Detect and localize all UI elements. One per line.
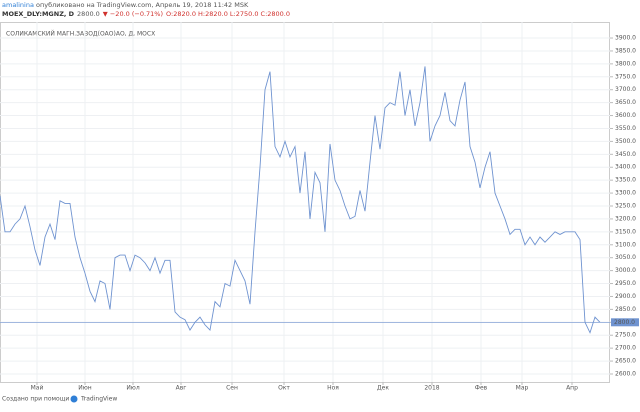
x-tick-label: Мар: [516, 385, 529, 392]
y-tick-label: 3050.0: [615, 254, 636, 261]
price: 2800.0: [77, 10, 100, 18]
footer-text: Создано при помощи: [2, 396, 69, 403]
y-tick-label: 3250.0: [615, 203, 636, 210]
y-tick-label: 3700.0: [615, 86, 636, 93]
x-tick-label: Окт: [278, 385, 290, 392]
y-tick-label: 3500.0: [615, 138, 636, 145]
brand-logo: [70, 395, 78, 403]
y-tick-label: 3400.0: [615, 164, 636, 171]
y-tick-label: 3750.0: [615, 73, 636, 80]
y-tick-label: 2700.0: [615, 345, 636, 352]
y-tick-label: 3350.0: [615, 177, 636, 184]
y-tick-label: 3200.0: [615, 215, 636, 222]
published: опубликовано на TradingView.com, Апрель …: [34, 1, 249, 9]
y-tick-label: 3150.0: [615, 228, 636, 235]
y-tick-label: 3450.0: [615, 151, 636, 158]
author[interactable]: amalinina: [2, 1, 34, 9]
footer-brand[interactable]: TradingView: [80, 396, 117, 403]
y-tick-label: 2600.0: [615, 370, 636, 377]
y-tick-label: 3900.0: [615, 35, 636, 42]
y-tick-label: 3300.0: [615, 190, 636, 197]
x-tick-label: Апр: [566, 385, 578, 392]
x-tick-label: Авг: [176, 385, 187, 392]
chart-title: СОЛИКАМСКИЙ МАГН.ЗАВОД(ОАО)АО, Д, МОСХ: [6, 31, 155, 38]
y-tick-label: 2650.0: [615, 358, 636, 365]
header-line: amalinina опубликовано на TradingView.co…: [2, 1, 249, 9]
y-tick-label: 3850.0: [615, 47, 636, 54]
x-tick-label: 2018: [424, 385, 439, 392]
symbol-line: MOEX_DLY:MGNZ, D 2800.0 ▼ −20.0 (−0.71%) O:…: [2, 10, 290, 18]
y-tick-label: 3000.0: [615, 267, 636, 274]
ohlc: O:2820.0 H:2820.0 L:2750.0 C:2800.0: [166, 10, 290, 18]
price-line: [0, 66, 601, 334]
y-tick-label: 2750.0: [615, 332, 636, 339]
y-tick-label: 3650.0: [615, 99, 636, 106]
x-tick-label: Июн: [78, 385, 92, 392]
x-tick-label: Ноя: [327, 385, 339, 392]
x-tick-label: Май: [31, 385, 44, 392]
x-tick-label: Фев: [475, 385, 488, 392]
x-tick-label: Дек: [377, 385, 389, 392]
change: ▼ −20.0 (−0.71%): [103, 10, 163, 18]
symbol: MOEX_DLY:MGNZ, D: [2, 10, 75, 18]
y-tick-label: 2900.0: [615, 293, 636, 300]
y-tick-label: 3100.0: [615, 241, 636, 248]
x-tick-label: Сен: [226, 385, 238, 392]
y-tick-label: 3600.0: [615, 112, 636, 119]
y-tick-label: 2850.0: [615, 306, 636, 313]
last-price-badge: [611, 318, 639, 327]
last-price-label: 2800.0: [614, 319, 635, 326]
y-tick-label: 3800.0: [615, 60, 636, 67]
y-tick-label: 2950.0: [615, 280, 636, 287]
y-tick-label: 3550.0: [615, 125, 636, 132]
x-tick-label: Июл: [126, 385, 140, 392]
